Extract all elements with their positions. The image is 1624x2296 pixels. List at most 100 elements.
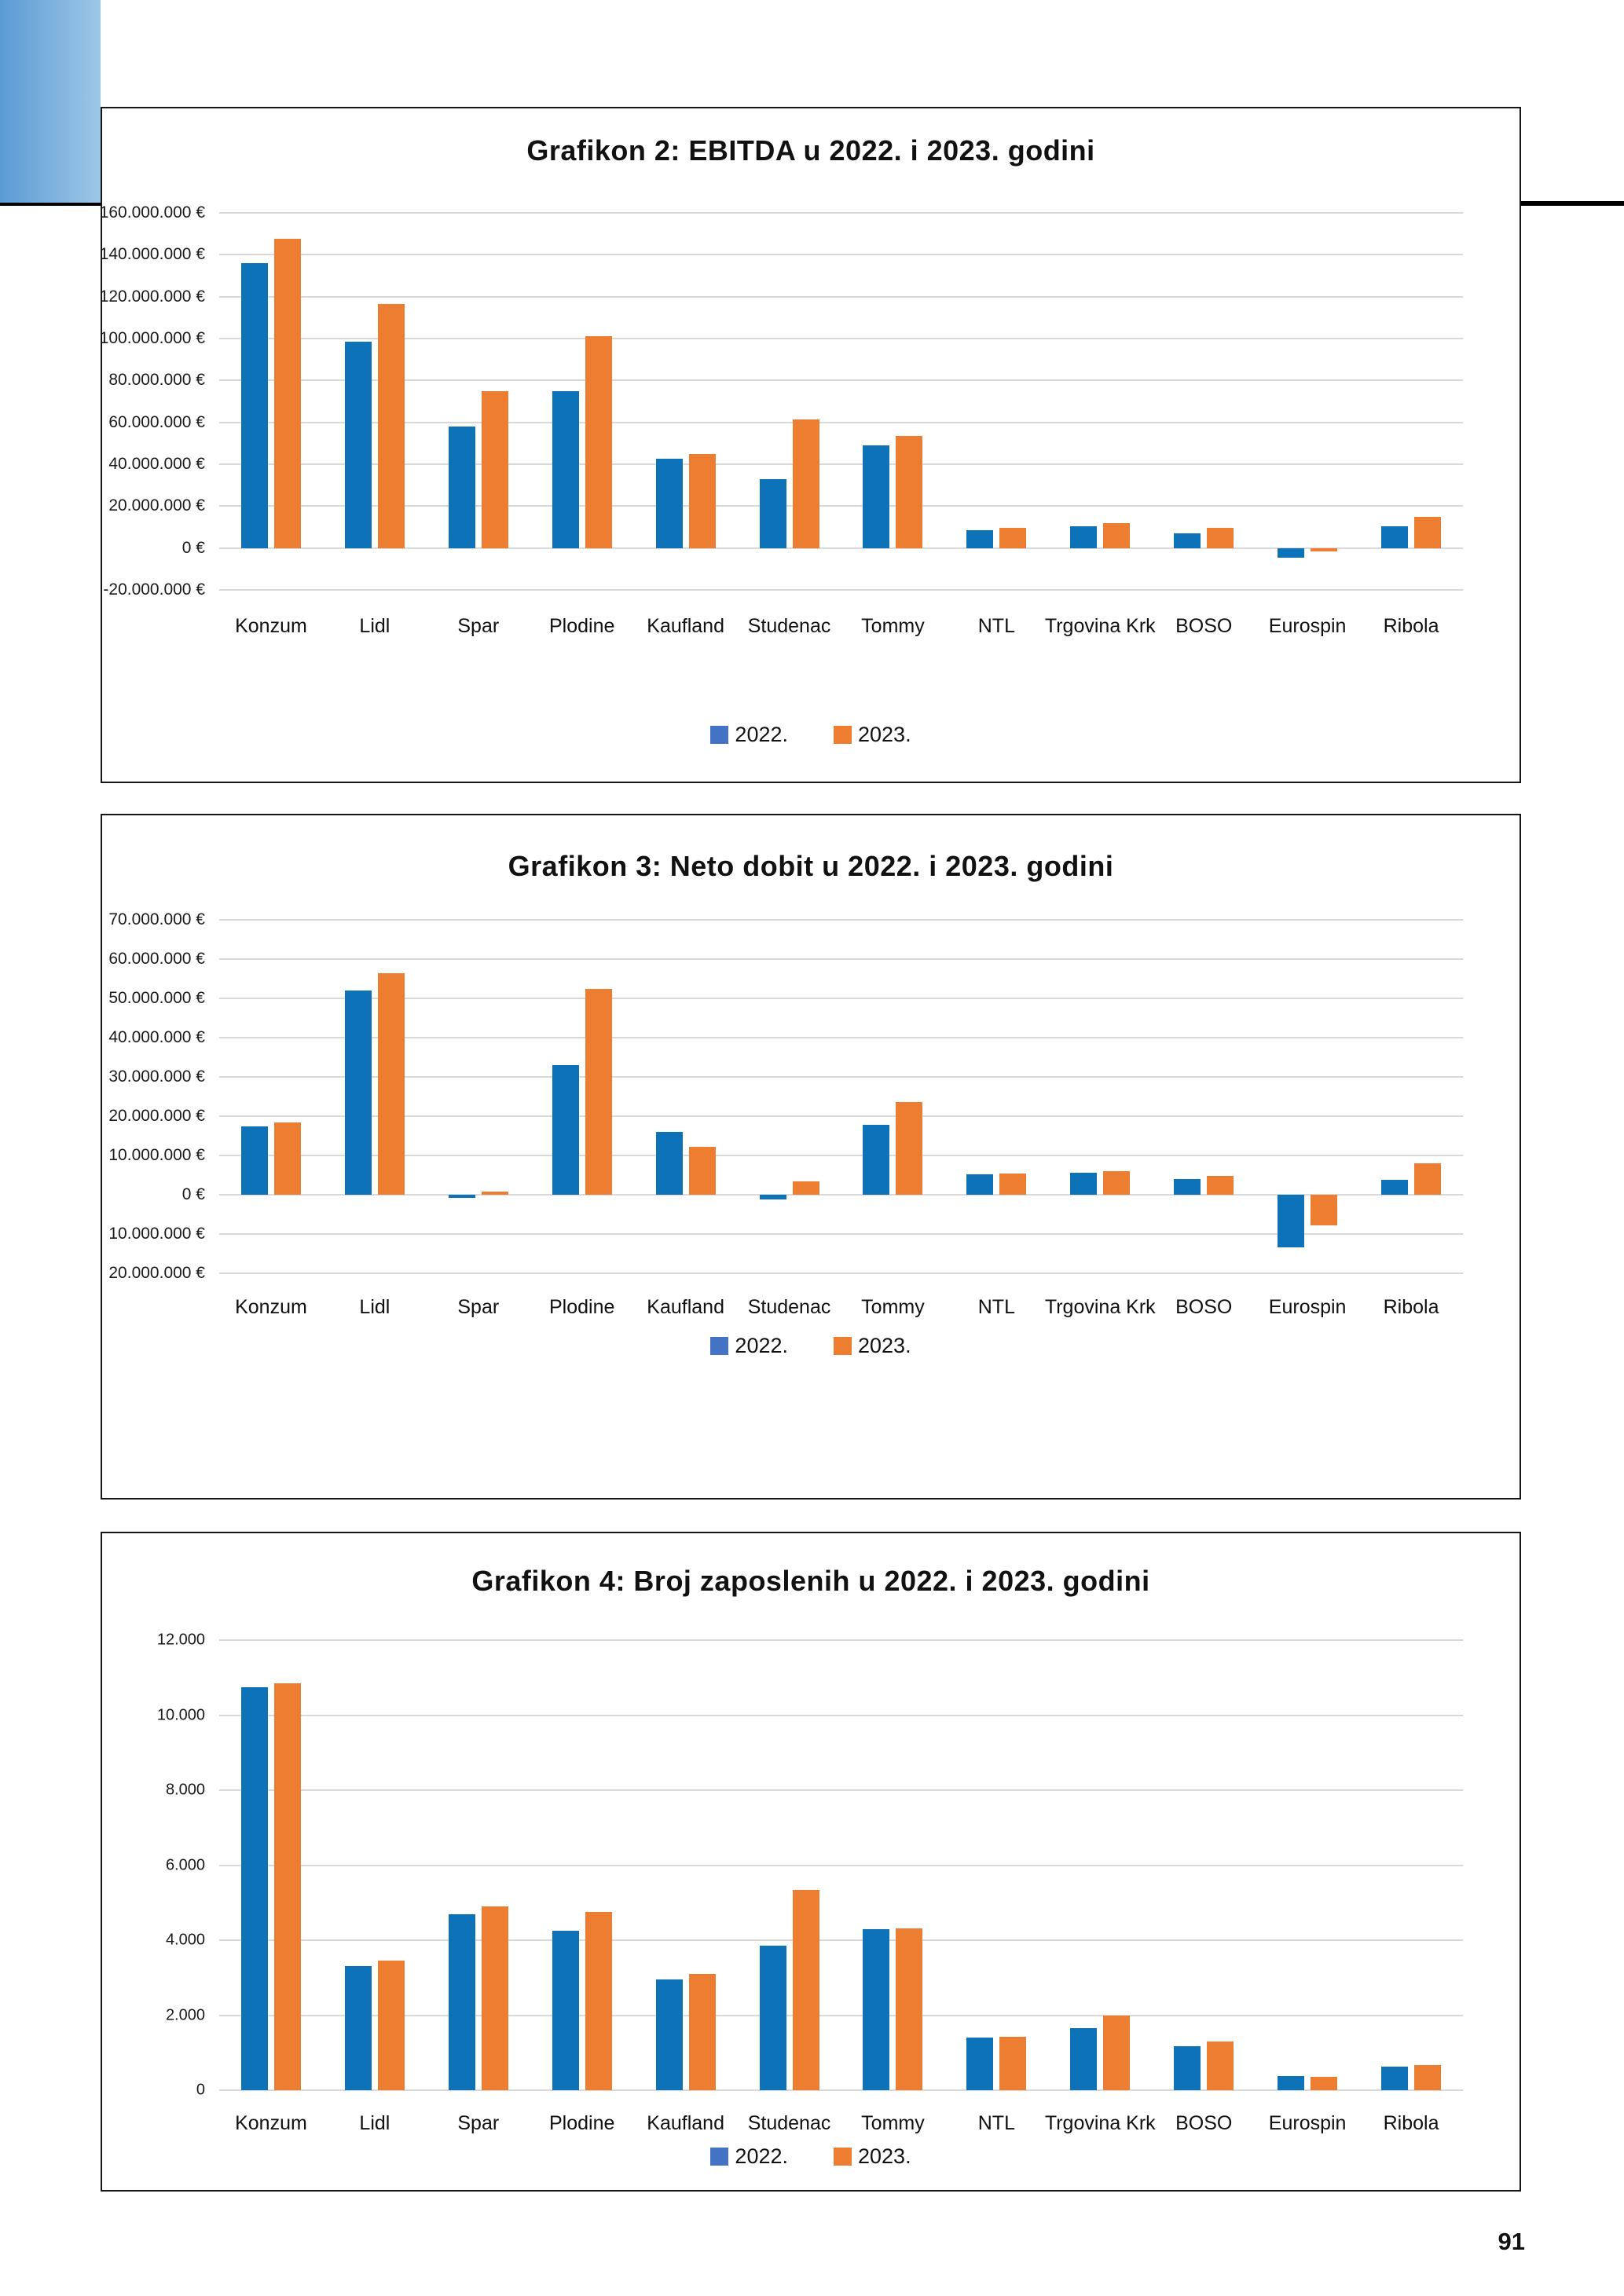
gridline [219, 1714, 1463, 1716]
x-category-label-ribola: Ribola [1383, 615, 1439, 637]
bar-2022-tommy [863, 1125, 890, 1195]
x-category-label-tommy: Tommy [861, 1296, 925, 1318]
bar-2023-spar [481, 390, 508, 548]
x-category-label-konzum: Konzum [235, 1296, 307, 1318]
bar-2022-eurospin [1278, 1195, 1305, 1247]
bar-2022-trgovina-krk [1070, 1173, 1098, 1195]
chart-box-ebitda: Grafikon 2: EBITDA u 2022. i 2023. godin… [99, 107, 1521, 783]
chart-title: Grafikon 4: Broj zaposlenih u 2022. i 20… [471, 1565, 1150, 1597]
x-category-label-ntl: NTL [977, 615, 1015, 637]
chart-title: Grafikon 3: Neto dobit u 2022. i 2023. g… [508, 850, 1114, 882]
legend-item-2022: 2022. [710, 1334, 788, 1358]
bar-2022-studenac [759, 478, 786, 548]
bar-2023-tommy [896, 1928, 923, 2090]
bar-2023-ribola [1414, 2065, 1442, 2090]
legend-item-2023: 2023. [834, 1334, 911, 1358]
bar-2022-konzum [240, 263, 268, 548]
bar-2023-kaufland [688, 453, 716, 548]
bar-2023-konzum [273, 239, 301, 548]
legend-label-2022: 2022. [735, 723, 788, 746]
legend: 2022. 2023. [102, 2144, 1520, 2169]
legend: 2022. 2023. [102, 1334, 1520, 1358]
y-axis-tick-label: 10.000 [156, 1706, 205, 1723]
x-category-label-tommy: Tommy [861, 615, 925, 637]
gridline [219, 463, 1463, 465]
x-category-label-studenac: Studenac [747, 1296, 831, 1318]
x-category-label-lidl: Lidl [359, 2112, 390, 2134]
bar-2022-studenac [759, 1195, 786, 1199]
gridline [219, 212, 1463, 214]
y-axis-tick-label: 140.000.000 € [99, 245, 205, 264]
bar-2023-kaufland [688, 1147, 716, 1195]
bar-2022-boso [1174, 533, 1201, 548]
gridline [219, 379, 1463, 382]
bar-2023-plodine [585, 988, 612, 1195]
x-category-label-spar: Spar [457, 1296, 500, 1318]
bar-2023-ntl [999, 2036, 1027, 2090]
gridline [219, 547, 1463, 549]
y-axis-tick-label: 20.000.000 € [108, 1264, 205, 1282]
bar-2023-tommy [896, 436, 923, 548]
x-category-label-studenac: Studenac [747, 2112, 831, 2134]
bar-2022-lidl [344, 1966, 372, 2090]
legend-swatch-2022 [710, 2148, 729, 2166]
bar-2022-eurospin [1278, 2075, 1305, 2090]
gridline [219, 1076, 1463, 1078]
gridline [219, 589, 1463, 591]
legend-item-2023: 2023. [834, 723, 911, 747]
gridline [219, 338, 1463, 339]
bar-2023-studenac [792, 1181, 819, 1195]
bar-2023-lidl [377, 1961, 405, 2090]
x-category-label-spar: Spar [457, 615, 500, 637]
x-category-label-ntl: NTL [977, 2112, 1015, 2134]
y-axis-tick-label: 6.000 [165, 1856, 205, 1873]
bar-2023-ribola [1414, 1163, 1442, 1195]
bar-2023-studenac [792, 419, 819, 548]
gridline [219, 1037, 1463, 1038]
bar-2022-spar [448, 427, 475, 548]
x-category-label-trgovina-krk: Trgovina Krk [1044, 1296, 1156, 1318]
chart-box-broj-zaposlenih: Grafikon 4: Broj zaposlenih u 2022. i 20… [101, 1532, 1521, 2192]
x-category-label-kaufland: Kaufland [647, 615, 724, 637]
y-axis-tick-label: 70.000.000 € [108, 910, 205, 928]
y-axis-tick-label: 4.000 [165, 1931, 205, 1949]
legend: 2022. 2023. [102, 723, 1520, 747]
bar-2023-ntl [999, 528, 1027, 548]
legend-swatch-2023 [834, 726, 852, 744]
gridline [219, 1155, 1463, 1156]
bar-2022-ntl [966, 530, 994, 548]
legend-swatch-2022 [710, 726, 729, 744]
bar-2023-trgovina-krk [1103, 2015, 1131, 2090]
legend-label-2023: 2023. [858, 2144, 911, 2168]
bar-2022-plodine [552, 1065, 579, 1195]
bar-2022-studenac [759, 1946, 786, 2090]
bar-2022-kaufland [655, 459, 683, 548]
bar-2023-plodine [585, 336, 612, 548]
bar-2023-trgovina-krk [1103, 1170, 1131, 1195]
bar-2022-kaufland [655, 1132, 683, 1195]
gridline [219, 254, 1463, 256]
bar-2022-trgovina-krk [1070, 2028, 1098, 2090]
gridline [219, 1939, 1463, 1941]
legend-item-2023: 2023. [834, 2144, 911, 2169]
gridline [219, 295, 1463, 298]
y-axis-tick-label: 50.000.000 € [108, 989, 205, 1007]
y-axis-tick-label: -20.000.000 € [103, 580, 205, 599]
bar-2022-ribola [1381, 525, 1409, 548]
y-axis-tick-label: 40.000.000 € [108, 455, 205, 473]
x-category-label-kaufland: Kaufland [647, 2112, 724, 2134]
x-category-label-ntl: NTL [977, 1296, 1015, 1318]
y-axis-tick-label: 2.000 [165, 2006, 205, 2023]
x-category-label-lidl: Lidl [359, 1296, 390, 1318]
gridline [219, 998, 1463, 999]
gridline [219, 2089, 1463, 2091]
y-axis-tick-label: 8.000 [165, 1781, 205, 1799]
bar-2022-trgovina-krk [1070, 525, 1098, 548]
bar-2023-ribola [1414, 516, 1442, 548]
bar-2023-studenac [792, 1889, 819, 2090]
y-axis-tick-label: 30.000.000 € [108, 1067, 205, 1086]
gridline [219, 958, 1463, 960]
bar-2022-ntl [966, 1174, 994, 1195]
bar-2022-lidl [344, 342, 372, 548]
gridline [219, 1233, 1463, 1235]
